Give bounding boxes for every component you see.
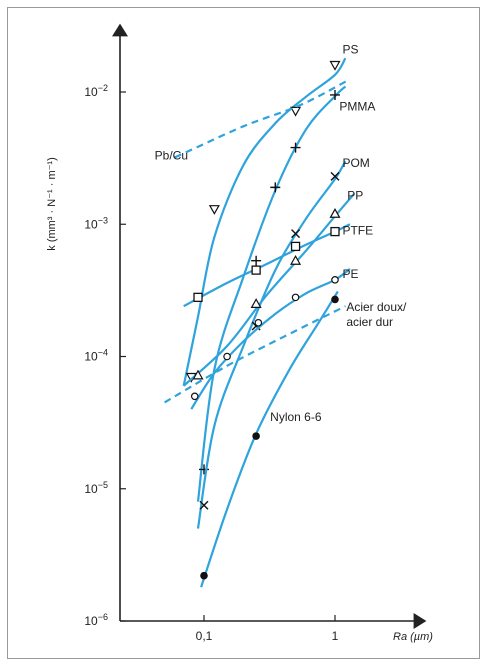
axes-layer xyxy=(112,23,427,629)
series-label-pp: PP xyxy=(347,188,363,202)
data-point-ps xyxy=(290,106,302,117)
y-tick-label: 10−3 xyxy=(84,215,108,231)
data-point-pp xyxy=(290,254,302,265)
data-point-pom xyxy=(330,171,340,181)
data-point-pe xyxy=(223,352,231,361)
data-point-ps xyxy=(329,60,341,71)
data-point-nylon-6-6 xyxy=(252,432,260,440)
data-point-pe xyxy=(331,276,339,284)
series-label-ps: PS xyxy=(342,42,358,56)
y-tick-label: 10−4 xyxy=(84,348,108,364)
data-point-pe xyxy=(291,293,300,302)
series-label-nylon-6-6: Nylon 6-6 xyxy=(270,410,322,424)
series-label-acier-doux-acier-dur: Acier doux/acier dur xyxy=(346,300,407,329)
series-pe xyxy=(190,268,351,410)
y-tick-base: 10 xyxy=(84,217,98,231)
data-point-pp xyxy=(329,208,341,218)
x-axis-label: Ra (µm) xyxy=(393,631,433,643)
series-pmma xyxy=(196,85,347,502)
series-label-pe: PE xyxy=(342,267,358,281)
data-point-pp xyxy=(250,298,262,308)
series-label-pb-cu: Pb/Cu xyxy=(155,149,188,163)
ticks-layer: 10−610−510−410−310−20,1 1 xyxy=(84,83,338,643)
x-tick-label: 1 xyxy=(332,629,339,643)
data-point-pom xyxy=(199,500,209,510)
x-tick-label: 0,1 xyxy=(196,629,213,643)
series-line-nylon-6-6 xyxy=(200,290,339,588)
series-ptfe xyxy=(183,223,351,308)
data-point-pmma xyxy=(290,142,301,153)
series-ps xyxy=(182,57,347,387)
data-point-ps xyxy=(208,205,220,215)
y-tick-exponent: −2 xyxy=(98,83,108,93)
data-point-pom xyxy=(291,229,301,239)
series-label-pom: POM xyxy=(342,156,369,170)
y-tick-label: 10−5 xyxy=(84,480,108,496)
y-tick-base: 10 xyxy=(84,85,98,99)
log-log-chart: 10−610−510−410−310−20,1 1 k (mm³ · N⁻¹ · … xyxy=(46,23,433,643)
data-point-pmma xyxy=(330,89,340,100)
series-pp xyxy=(182,193,355,387)
y-axis-label: k (mm³ · N⁻¹ · m⁻¹) xyxy=(46,157,58,250)
series-label-ptfe: PTFE xyxy=(342,223,373,237)
series-line-ps xyxy=(182,57,347,387)
y-tick-base: 10 xyxy=(84,614,98,628)
series-nylon-6-6 xyxy=(200,290,339,588)
data-point-pmma xyxy=(270,182,281,193)
y-tick-exponent: −6 xyxy=(98,612,108,622)
y-tick-exponent: −4 xyxy=(98,348,108,358)
series-layer xyxy=(164,57,355,588)
data-point-nylon-6-6 xyxy=(331,295,339,304)
series-label-line: Acier doux/ xyxy=(346,300,407,314)
series-label-pmma: PMMA xyxy=(339,99,375,113)
series-pb-cu xyxy=(174,78,351,159)
y-tick-exponent: −5 xyxy=(98,480,108,490)
data-point-ptfe xyxy=(330,226,340,237)
y-tick-label: 10−6 xyxy=(84,612,108,628)
chart-frame: 10−6 10−5 10−4 10−3 10−2 0,1 1 k (mm³ · N⁻¹ · … xyxy=(7,7,480,659)
data-point-pe xyxy=(254,318,263,327)
y-tick-exponent: −3 xyxy=(98,215,108,225)
series-line-pp xyxy=(182,193,355,387)
y-tick-base: 10 xyxy=(84,350,98,364)
series-line-acier-doux-acier-dur xyxy=(164,305,346,404)
series-line-pb-cu xyxy=(174,78,351,159)
series-acier-doux-acier-dur xyxy=(164,305,346,404)
y-tick-label: 10−2 xyxy=(84,83,108,99)
data-point-pmma xyxy=(251,255,262,266)
y-tick-base: 10 xyxy=(84,482,98,496)
data-point-ptfe xyxy=(251,265,261,275)
data-point-pe xyxy=(190,392,199,401)
data-point-ptfe xyxy=(290,241,301,252)
labels-layer: k (mm³ · N⁻¹ · m⁻¹) Ra (µm) PS PMMA POM PP P… xyxy=(46,42,433,643)
series-label-line: acier dur xyxy=(346,315,393,329)
series-line-pom xyxy=(196,160,347,529)
series-line-pmma xyxy=(196,85,347,502)
data-point-nylon-6-6 xyxy=(200,571,208,580)
data-point-pp xyxy=(192,369,204,380)
data-point-ptfe xyxy=(193,292,203,303)
